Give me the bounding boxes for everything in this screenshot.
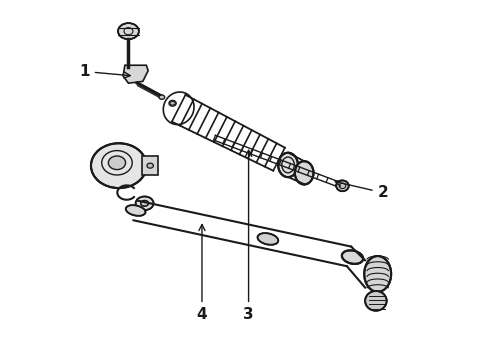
Ellipse shape (278, 153, 298, 177)
Ellipse shape (364, 256, 391, 292)
Ellipse shape (91, 143, 147, 188)
Polygon shape (142, 156, 158, 175)
Ellipse shape (169, 100, 176, 106)
Ellipse shape (365, 291, 387, 311)
Ellipse shape (108, 156, 125, 170)
Ellipse shape (258, 233, 278, 245)
Ellipse shape (336, 180, 349, 191)
Ellipse shape (342, 250, 363, 264)
Ellipse shape (126, 205, 146, 216)
Ellipse shape (118, 23, 139, 39)
Text: 4: 4 (196, 225, 207, 322)
Polygon shape (123, 65, 148, 83)
Ellipse shape (295, 161, 314, 184)
Text: 2: 2 (335, 180, 389, 200)
Text: 3: 3 (243, 150, 254, 322)
Ellipse shape (147, 163, 153, 168)
Ellipse shape (136, 197, 153, 210)
Ellipse shape (141, 201, 148, 206)
Ellipse shape (159, 95, 165, 99)
Text: 1: 1 (79, 64, 130, 79)
